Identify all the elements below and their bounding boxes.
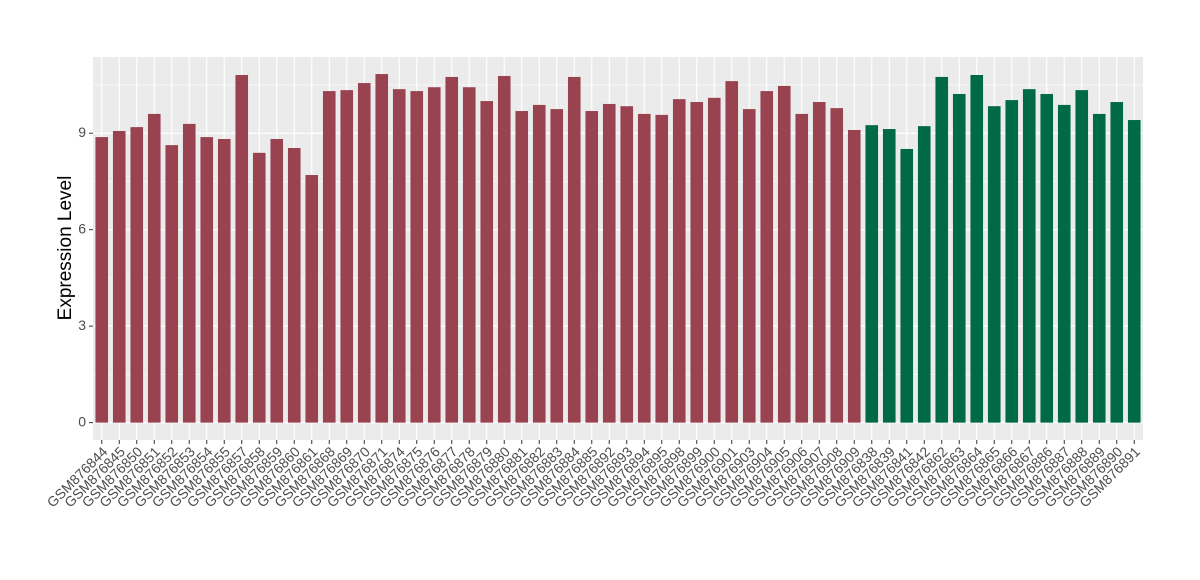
bar <box>515 111 529 423</box>
bar <box>760 91 774 423</box>
bar <box>690 102 704 423</box>
bar <box>322 91 336 423</box>
bar <box>795 113 809 423</box>
bar <box>427 87 441 423</box>
bar <box>830 108 844 423</box>
bar <box>112 130 126 423</box>
bar <box>847 129 861 423</box>
bar <box>305 175 319 423</box>
bar <box>270 139 284 423</box>
bar <box>602 103 616 423</box>
bar <box>392 89 406 423</box>
bar <box>1040 93 1054 423</box>
bar <box>777 85 791 423</box>
bar <box>970 75 984 423</box>
y-tick-label: 0 <box>78 413 86 429</box>
bar <box>1127 120 1141 423</box>
bar <box>900 148 914 423</box>
bar <box>742 109 756 423</box>
bar <box>375 74 389 423</box>
bar <box>532 104 546 423</box>
y-tick-label: 6 <box>78 220 86 236</box>
y-tick-label: 3 <box>78 317 86 333</box>
bar <box>235 75 249 423</box>
bar <box>865 125 879 423</box>
panel <box>93 57 1143 440</box>
bar <box>287 148 301 423</box>
bar <box>462 87 476 423</box>
bar <box>1110 102 1124 423</box>
bar <box>1092 113 1106 423</box>
bar <box>1075 90 1089 423</box>
bar <box>95 137 109 423</box>
bar <box>935 76 949 423</box>
bar <box>410 91 424 423</box>
bar <box>497 75 511 423</box>
bar <box>672 99 686 423</box>
bar <box>812 102 826 423</box>
bar <box>550 109 564 423</box>
bar <box>707 97 721 423</box>
bar <box>217 139 231 423</box>
y-axis-label: Expression Level <box>55 176 76 321</box>
bar <box>252 152 266 423</box>
y-tick-label: 9 <box>78 124 86 140</box>
bar <box>1057 104 1071 423</box>
bar <box>567 76 581 423</box>
bar <box>200 137 214 423</box>
bar <box>480 101 494 423</box>
bar <box>882 129 896 423</box>
bar <box>585 111 599 423</box>
bar <box>130 127 144 423</box>
bar <box>1005 100 1019 423</box>
bar <box>147 113 161 423</box>
bar <box>952 93 966 423</box>
bar <box>165 145 179 423</box>
bar <box>357 83 371 423</box>
bar <box>620 106 634 423</box>
bar <box>182 123 196 423</box>
bar <box>917 126 931 423</box>
bar <box>725 81 739 423</box>
bar <box>340 90 354 423</box>
bar <box>445 76 459 423</box>
bar <box>637 113 651 423</box>
bar <box>1022 89 1036 423</box>
bar <box>655 114 669 423</box>
bar <box>987 106 1001 423</box>
